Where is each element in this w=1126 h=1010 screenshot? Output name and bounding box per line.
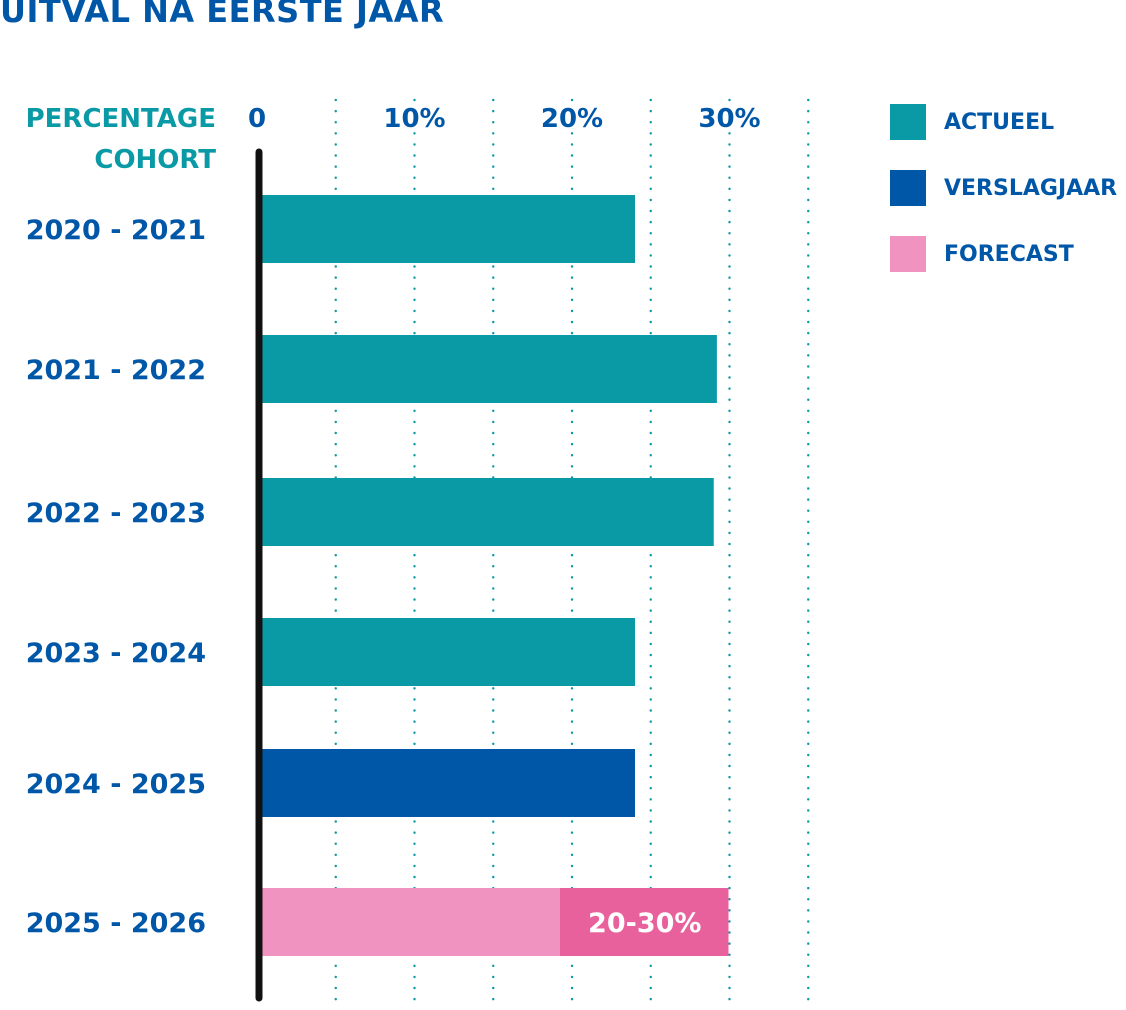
legend-swatch-forecast — [890, 236, 926, 272]
category-label: 2025 - 2026 — [26, 908, 206, 939]
category-label: 2022 - 2023 — [26, 498, 206, 529]
legend-swatch-verslagjaar — [890, 170, 926, 206]
bar-actueel — [257, 335, 717, 403]
axis-title-line: COHORT — [94, 145, 216, 175]
bar-forecast-base — [257, 888, 560, 956]
data-label-forecast: 20-30% — [588, 908, 701, 939]
legend-swatch-actueel — [890, 104, 926, 140]
x-tick-label: 20% — [541, 104, 603, 134]
bar-actueel — [257, 478, 714, 546]
bar-forecast-range — [560, 888, 729, 956]
category-label: 2023 - 2024 — [26, 638, 206, 669]
category-label: 2020 - 2021 — [26, 215, 206, 246]
bar-chart: 0 10% 20% 30% PERCENTAGE COHORT 2020 - 2021 202… — [26, 98, 810, 1007]
legend-label-forecast: FORECAST — [944, 242, 1074, 267]
bar-actueel — [257, 195, 635, 263]
x-tick-label: 10% — [383, 104, 445, 134]
bar-verslagjaar — [257, 749, 635, 817]
category-label: 2024 - 2025 — [26, 769, 206, 800]
x-tick-label: 0 — [248, 104, 266, 134]
category-label: 2021 - 2022 — [26, 355, 206, 386]
legend-label-verslagjaar: VERSLAGJAAR — [944, 176, 1118, 201]
axis-title-line: PERCENTAGE — [26, 104, 216, 134]
legend-label-actueel: ACTUEEL — [944, 110, 1055, 135]
bar-actueel — [257, 618, 635, 686]
x-tick-label: 30% — [698, 104, 760, 134]
chart-title: UITVAL NA EERSTE JAAR — [0, 0, 445, 30]
